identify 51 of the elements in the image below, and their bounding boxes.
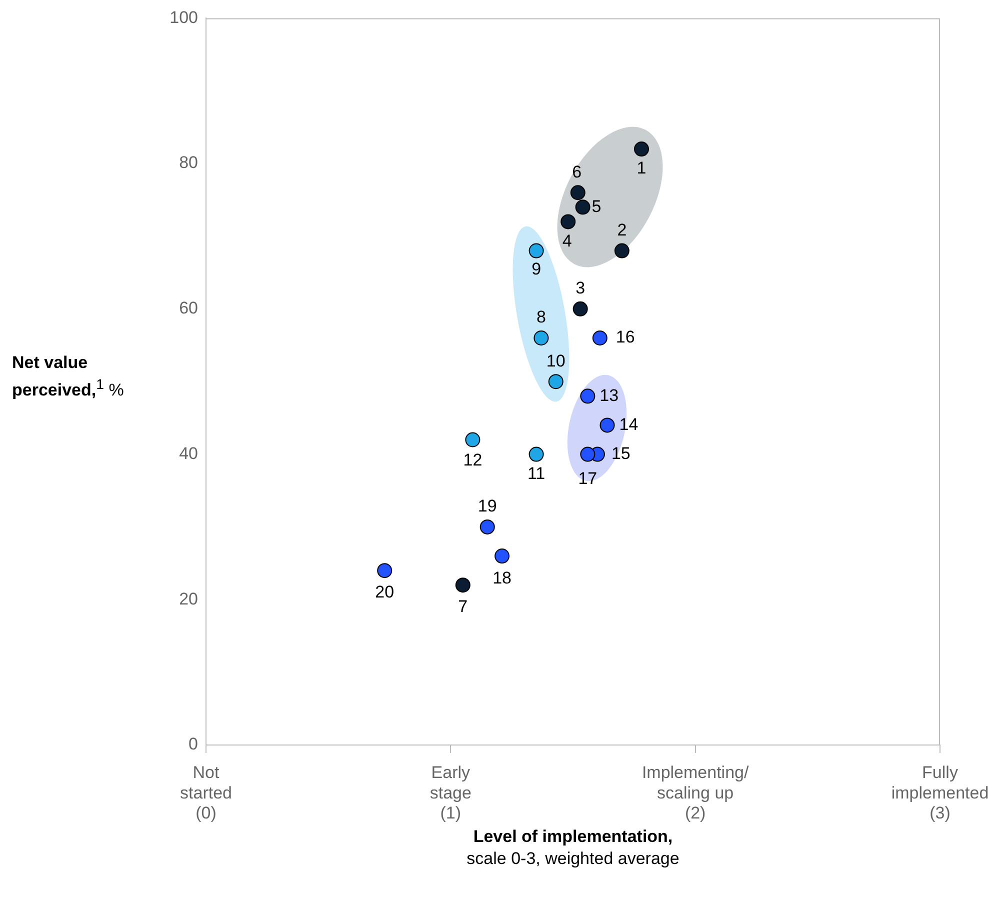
point — [377, 563, 392, 578]
annotation: 10 — [546, 351, 566, 370]
x-tick-label: Implementing/ scaling up (2) — [642, 762, 749, 823]
point — [600, 418, 615, 433]
x-tick-label: Not started (0) — [180, 762, 232, 823]
point — [580, 388, 596, 404]
point — [528, 243, 544, 258]
annotation: 16 — [616, 328, 635, 347]
y-tick-label: 20 — [179, 589, 198, 608]
annotation: 7 — [458, 596, 468, 616]
point — [580, 446, 596, 462]
annotation: 14 — [619, 414, 638, 434]
x-tick-label: Early stage (1) — [430, 762, 472, 823]
annotation: 9 — [532, 259, 542, 278]
annotation: 1 — [636, 158, 646, 178]
y-tick-label: 100 — [170, 8, 198, 27]
annotation: 3 — [576, 278, 586, 298]
point — [534, 330, 549, 346]
annotation: 20 — [375, 582, 394, 602]
point — [465, 432, 480, 448]
x-tick-label: Fully implemented (3) — [891, 762, 989, 823]
point — [494, 548, 510, 564]
annotation: 11 — [527, 464, 546, 483]
annotation: 5 — [592, 196, 602, 216]
annotation: 15 — [611, 444, 630, 463]
y-tick-label: 60 — [179, 298, 198, 318]
point — [592, 330, 608, 346]
annotation: 4 — [562, 231, 572, 250]
annotation: 2 — [617, 220, 627, 240]
x-axis-title: Level of implementation, scale 0-3, weighted average — [466, 826, 680, 870]
point — [572, 301, 588, 316]
annotation: 13 — [600, 386, 619, 405]
point — [614, 243, 630, 258]
y-tick-label: 40 — [179, 444, 198, 463]
annotation: 18 — [492, 568, 512, 588]
y-tick-label: 0 — [188, 734, 198, 754]
annotation: 6 — [572, 162, 582, 182]
point — [455, 578, 470, 593]
point — [570, 185, 586, 200]
point — [575, 200, 590, 215]
point — [634, 142, 650, 157]
point — [560, 214, 576, 230]
point — [528, 446, 544, 462]
annotation: 8 — [536, 308, 546, 327]
annotation: 19 — [478, 496, 497, 516]
y-axis-title: Net value perceived,$^{1}$ % — [12, 352, 124, 402]
point — [548, 374, 564, 390]
annotation: 17 — [578, 468, 598, 488]
y-tick-label: 80 — [179, 153, 198, 172]
annotation: 12 — [463, 450, 482, 470]
point — [480, 519, 495, 534]
